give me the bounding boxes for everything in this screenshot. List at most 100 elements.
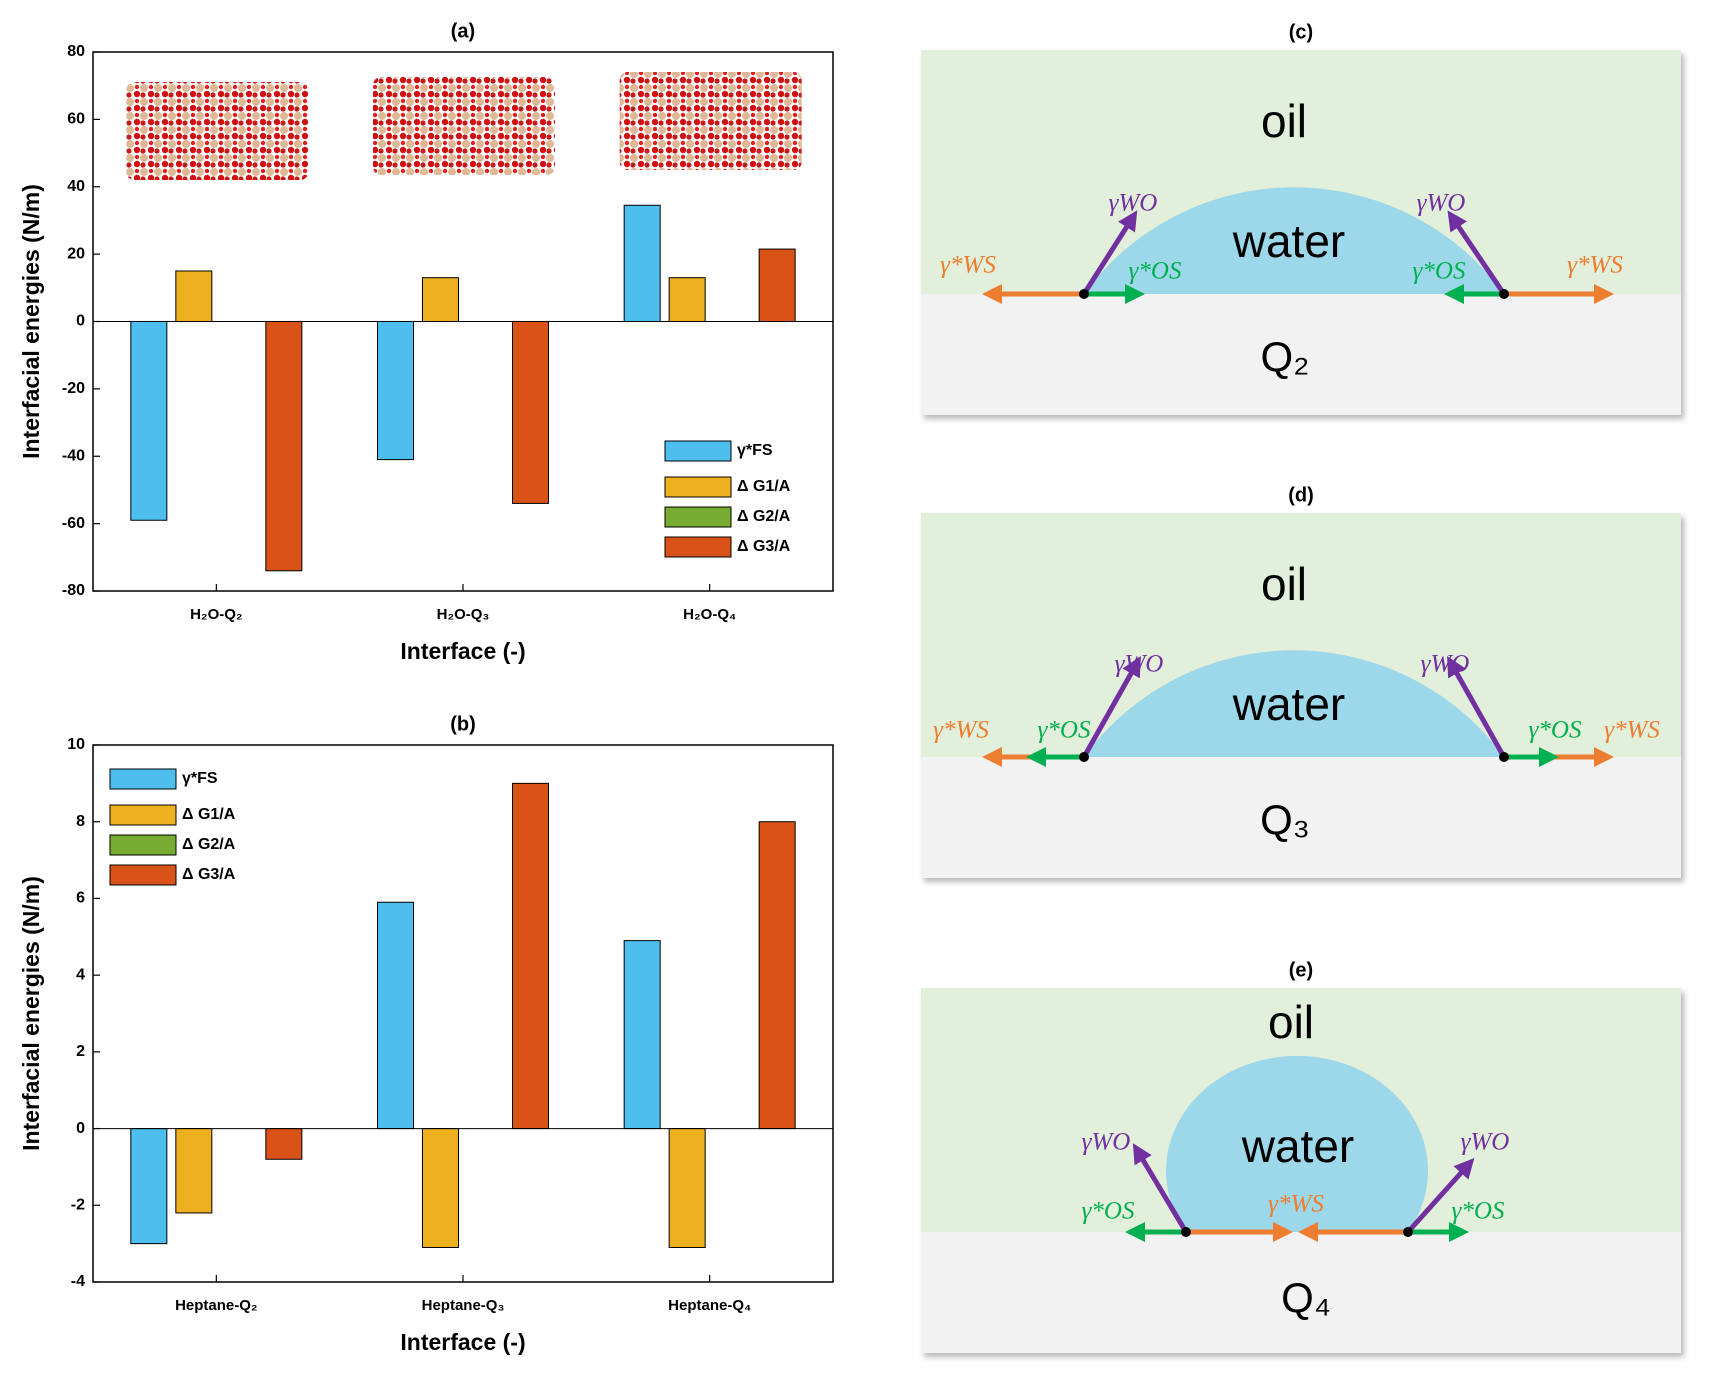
legend-label: Δ G2/A: [182, 836, 236, 853]
x-axis-label: Interface (-): [400, 638, 525, 664]
y-tick-label: 6: [76, 890, 85, 907]
bar-chart: (b) Interface (-) Interfacial energies (N/…: [18, 713, 834, 1355]
y-tick-label: 60: [67, 111, 85, 128]
y-tick-label: 0: [76, 1120, 85, 1137]
bar: [265, 321, 303, 572]
legend-swatch: [664, 536, 732, 558]
x-tick-label: Heptane-Q₃: [422, 1297, 505, 1314]
bar: [422, 277, 459, 322]
x-tick-label: H₂O-Q₄: [683, 606, 736, 623]
bar: [422, 1128, 459, 1248]
bar: [668, 1128, 706, 1248]
y-tick-label: 0: [76, 313, 85, 330]
water-droplet: [1084, 650, 1504, 757]
legend-label: Δ G1/A: [737, 478, 791, 495]
tension-label: γWO: [1417, 190, 1466, 217]
panel: [921, 988, 1681, 1353]
y-tick-label: 4: [76, 966, 85, 983]
tension-label: γ*OS: [1452, 1198, 1505, 1225]
y-tick-label: 20: [67, 245, 85, 262]
y-tick-label: 10: [67, 736, 85, 753]
legend-swatch: [664, 476, 732, 498]
y-axis-label: Interfacial energies (N/m): [18, 184, 44, 459]
water-label: water: [1241, 1120, 1354, 1172]
legend-swatch: [109, 864, 177, 886]
water-label: water: [1232, 678, 1345, 730]
tension-label: γ*OS: [1413, 258, 1466, 285]
tension-label: γWO: [1115, 651, 1164, 678]
tension-label: γWO: [1109, 190, 1158, 217]
x-tick-label: H₂O-Q₂: [190, 606, 243, 623]
y-tick-label: -40: [62, 447, 85, 464]
solid-label: Q₂: [1261, 333, 1310, 380]
bar: [512, 321, 549, 504]
panel: [921, 50, 1681, 415]
bar: [512, 782, 549, 1130]
tension-label: γWO: [1421, 651, 1470, 678]
plot-area: [92, 744, 834, 1283]
oil-label: oil: [1261, 95, 1307, 147]
diagram: oil water Q₄ γWO γ*OS γ*WS γWO γ*OS: [921, 988, 1681, 1353]
bar: [377, 901, 414, 1130]
bar-chart: (a) Interface (-) Interfacial energies (N/…: [18, 20, 834, 664]
legend-label: Δ G3/A: [182, 866, 236, 883]
legend-swatch: [109, 768, 177, 790]
bar: [623, 204, 661, 322]
legend-label: Δ G2/A: [737, 508, 791, 525]
y-tick-label: 80: [67, 43, 85, 60]
panel-title: (e): [1289, 959, 1313, 981]
panel-title: (d): [1288, 484, 1314, 506]
force-arrow: [1406, 1158, 1475, 1234]
legend-swatch: [109, 804, 177, 826]
bar: [175, 270, 213, 322]
y-tick-label: 40: [67, 178, 85, 195]
water-label: water: [1232, 215, 1345, 267]
y-axis-label: Interfacial energies (N/m): [18, 876, 44, 1151]
bar: [377, 321, 414, 461]
tension-label: γWO: [1461, 1129, 1510, 1156]
force-arrow: [1081, 656, 1141, 759]
legend-swatch: [109, 834, 177, 856]
tension-label: γ*WS: [1604, 717, 1660, 744]
contact-point: [1403, 1227, 1413, 1237]
tension-label: γ*OS: [1082, 1198, 1135, 1225]
y-tick-label: -80: [62, 582, 85, 599]
bar: [758, 821, 796, 1130]
y-tick-label: 2: [76, 1043, 85, 1060]
solid-label: Q₄: [1281, 1274, 1331, 1321]
legend-swatch: [664, 440, 732, 462]
y-tick-label: 8: [76, 813, 85, 830]
y-tick-label: -20: [62, 380, 85, 397]
x-tick-label: H₂O-Q₃: [437, 606, 490, 623]
legend-label: Δ G1/A: [182, 806, 236, 823]
bar: [668, 277, 706, 322]
legend-label: Δ G3/A: [737, 538, 791, 555]
contact-point: [1499, 752, 1509, 762]
y-tick-label: -60: [62, 515, 85, 532]
y-tick-label: -2: [71, 1197, 85, 1214]
bar: [758, 248, 796, 322]
x-axis-label: Interface (-): [400, 1329, 525, 1355]
y-tick-label: -4: [71, 1273, 85, 1290]
legend-swatch: [664, 506, 732, 528]
solid-phase: [921, 294, 1681, 415]
chart-title: (a): [451, 20, 475, 42]
force-arrow: [1447, 210, 1507, 296]
solid-phase: [921, 757, 1681, 878]
bar: [623, 940, 661, 1130]
bar: [175, 1128, 213, 1214]
force-arrow: [1132, 1143, 1189, 1234]
diagram: oil water Q₃ γWO γ*WS γ*OS γWO γ*OS γ*WS: [921, 513, 1681, 878]
diagram: oil water Q₂ γWO γ*WS γ*OS γWO γ*OS γ*WS: [921, 50, 1681, 415]
tension-label: γ*WS: [933, 717, 989, 744]
tension-label: γ*WS: [1567, 252, 1623, 279]
molecule-snapshot: [126, 82, 309, 180]
molecule-snapshot: [373, 77, 555, 175]
contact-point: [1079, 289, 1089, 299]
tension-label: γ*OS: [1038, 717, 1091, 744]
bar: [265, 1128, 303, 1160]
tension-label: γ*WS: [1268, 1191, 1324, 1218]
contact-point: [1499, 289, 1509, 299]
